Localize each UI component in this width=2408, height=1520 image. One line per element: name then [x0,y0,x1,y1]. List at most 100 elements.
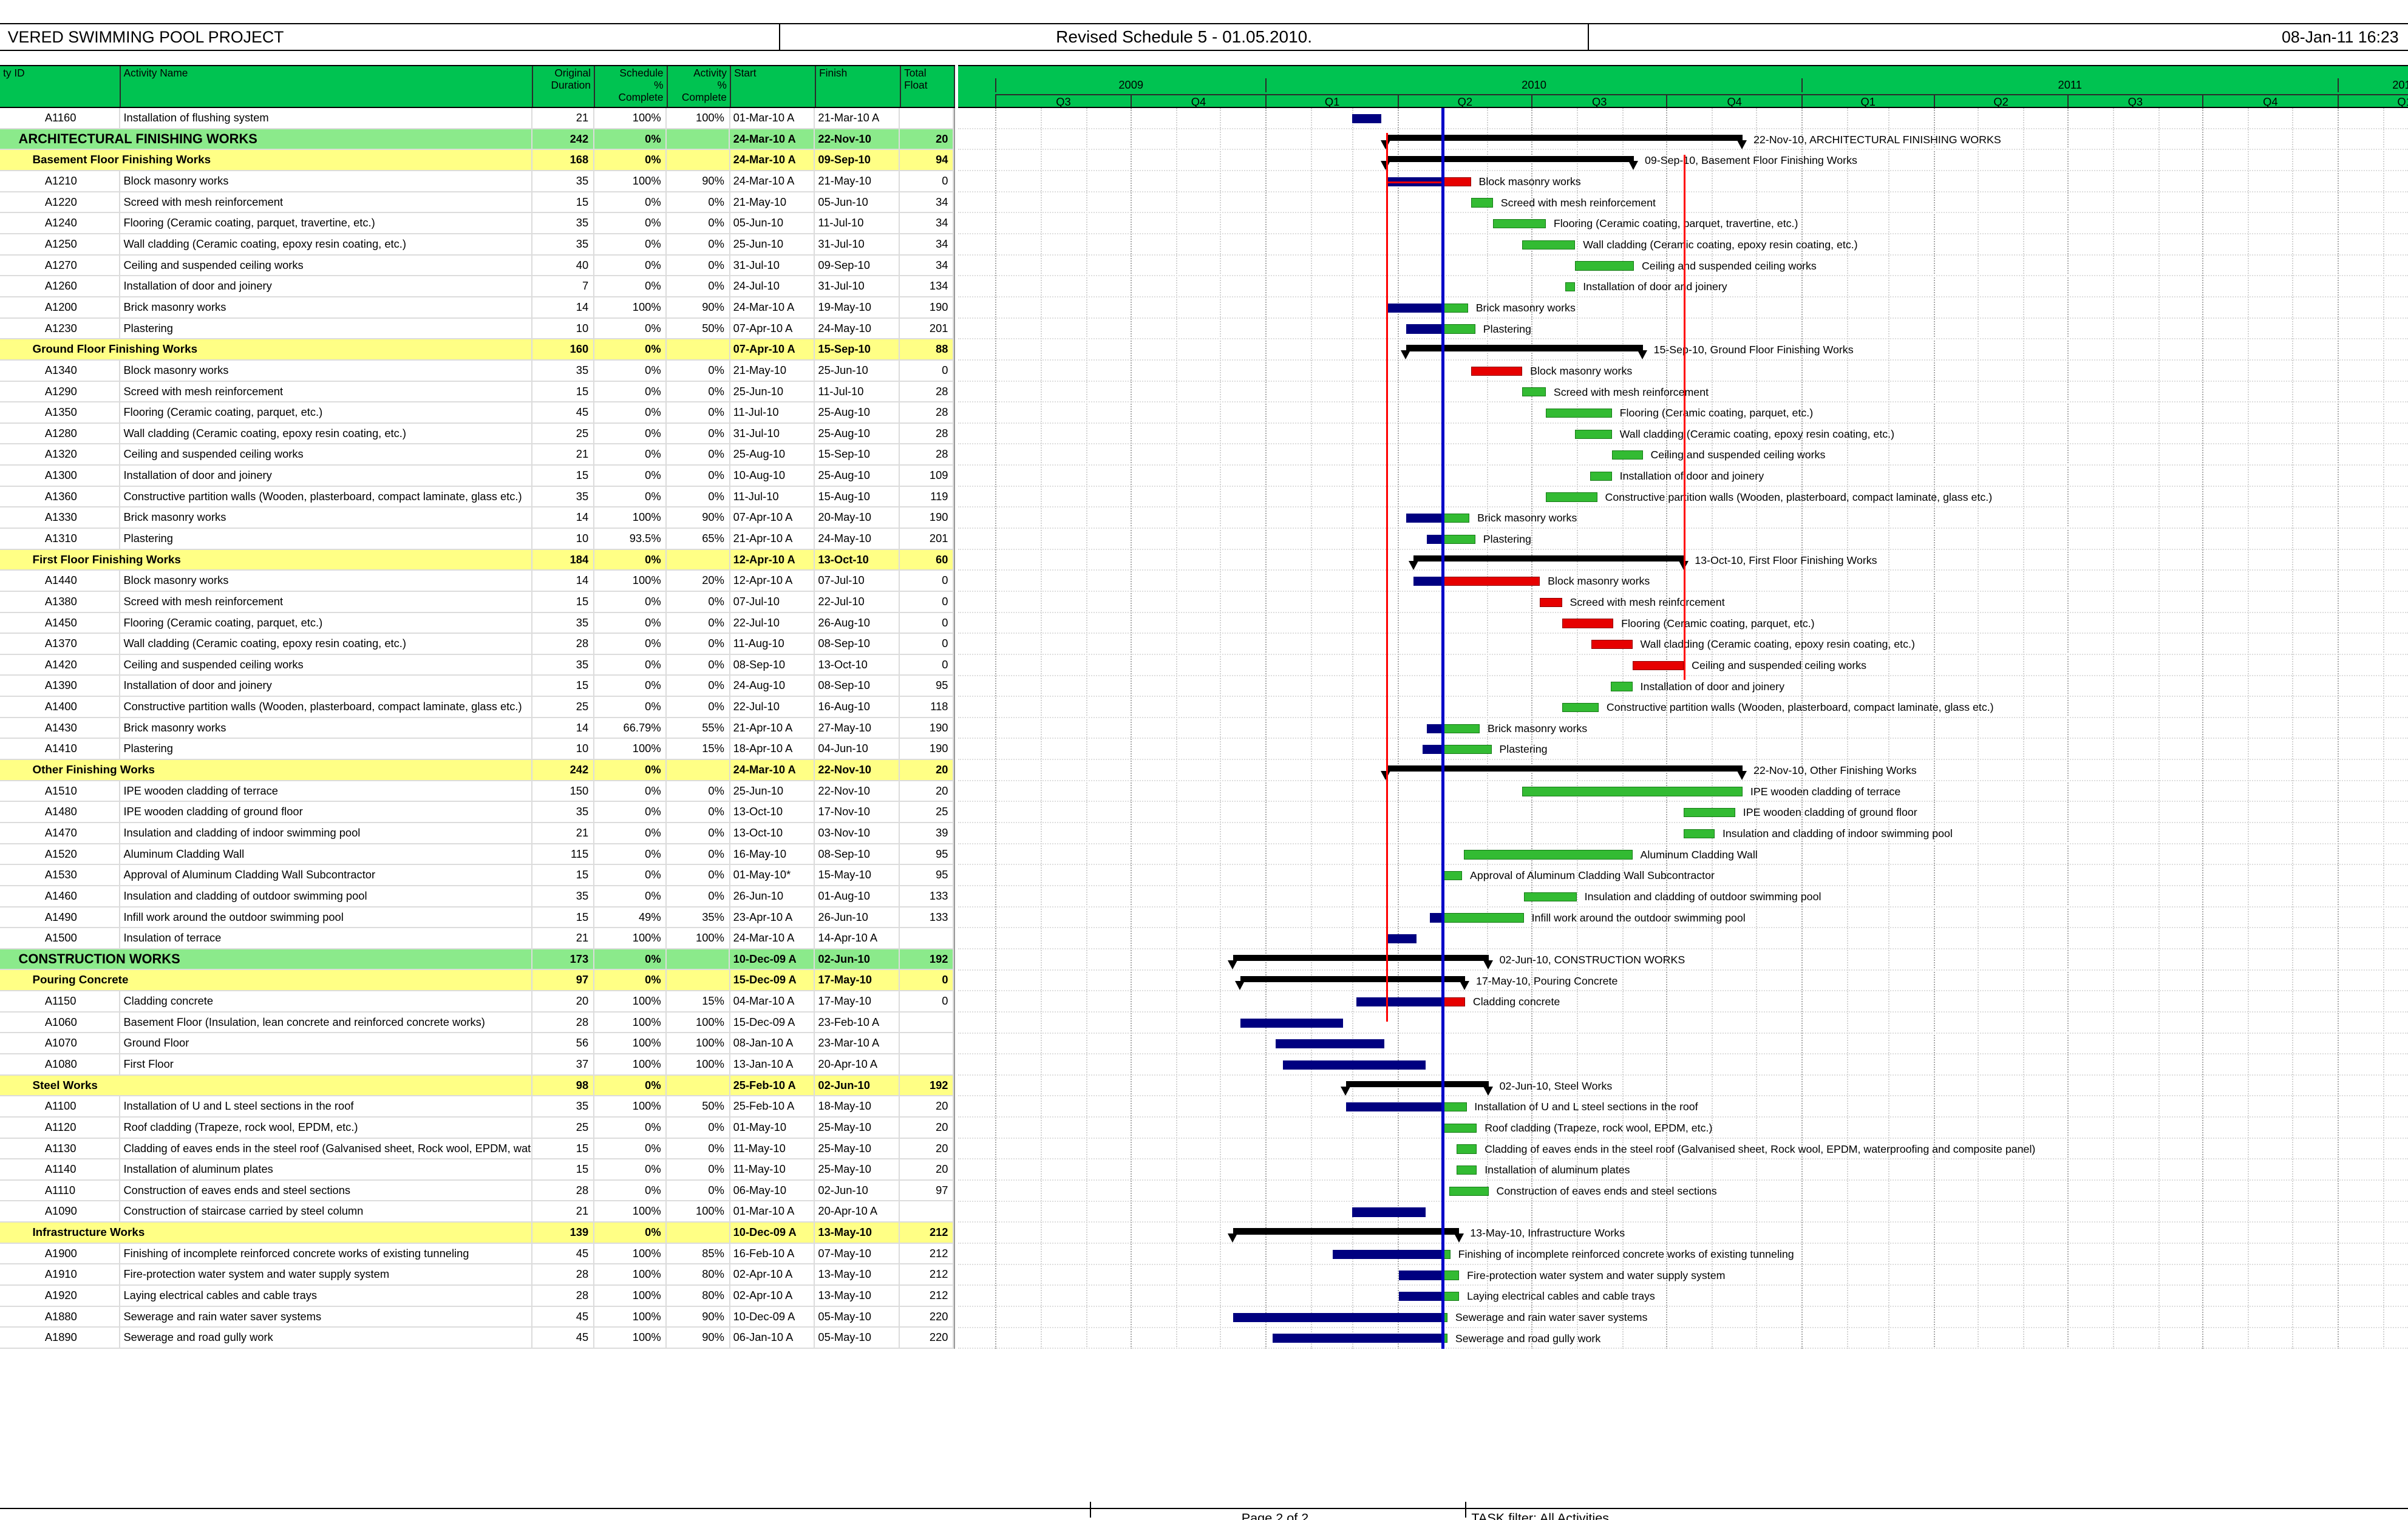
cell-schedule-pct: 0% [594,949,667,969]
quarter-gridline [1397,108,1399,1349]
cell-finish: 25-Aug-10 [815,466,900,486]
bar-label: Approval of Aluminum Cladding Wall Subco… [1470,869,1715,882]
cell-start: 02-Apr-10 A [730,1264,815,1285]
cell-start: 25-Feb-10 A [730,1075,815,1096]
chart-row [958,571,2408,592]
cell-start: 22-Jul-10 [730,697,815,717]
table-row: A1440 Block masonry works 14 100% 20% 12-Apr-… [0,571,954,592]
cell-total-float: 20 [900,760,954,780]
bar-label: Roof cladding (Trapeze, rock wool, EPDM,… [1485,1122,1713,1135]
cell-activity-name: Installation of door and joinery [120,676,533,696]
bar-label: Constructive partition walls (Wooden, pl… [1605,490,1993,503]
cell-schedule-pct: 0% [594,886,667,906]
summary-end-marker [1235,981,1245,991]
quarter-label: Q1 [2337,93,2408,107]
cell-activity-pct: 0% [667,781,730,801]
cell-activity-name: Block masonry works [120,360,533,381]
cell-start: 13-Jan-10 A [730,1054,815,1074]
quarter-gridline [2067,108,2069,1349]
cell-original-duration: 35 [532,886,594,906]
cell-start: 21-Apr-10 A [730,528,815,549]
remaining-bar [1471,366,1523,376]
chart-row [958,971,2408,992]
cell-start: 21-May-10 [730,192,815,212]
chart-row [958,1307,2408,1328]
cell-start: 24-Aug-10 [730,676,815,696]
cell-schedule-pct: 0% [594,634,667,654]
remaining-bar [1546,492,1597,502]
chart-row [958,487,2408,508]
table-row: A1340 Block masonry works 35 0% 0% 21-May-10 2… [0,360,954,382]
cell-activity-id: A1260 [0,276,121,296]
remaining-bar [1449,1186,1489,1196]
cell-activity-id: A1230 [0,318,121,339]
cell-group-name: Other Finishing Works [0,760,533,780]
quarter-label: Q4 [1666,93,1801,107]
cell-activity-pct: 80% [667,1264,730,1285]
cell-original-duration: 15 [532,676,594,696]
bar-label: 09-Sep-10, Basement Floor Finishing Work… [1645,154,1857,167]
actual-bar [1352,1207,1426,1217]
cell-start: 16-May-10 [730,844,815,864]
cell-original-duration: 28 [532,1012,594,1033]
cell-activity-name: Fire-protection water system and water s… [120,1264,533,1285]
cell-activity-pct [667,150,730,171]
cell-finish: 22-Nov-10 [815,129,900,149]
cell-total-float [900,1033,954,1053]
cell-original-duration: 150 [532,781,594,801]
cell-finish: 13-May-10 [815,1286,900,1306]
cell-activity-id: A1150 [0,991,121,1011]
chart-row [958,171,2408,192]
column-header-od: Original Duration [533,66,595,107]
chart-row [958,781,2408,802]
cell-activity-pct: 100% [667,1012,730,1033]
cell-original-duration: 21 [532,928,594,948]
cell-activity-pct: 0% [667,591,730,612]
cell-activity-id: A1410 [0,739,121,759]
table-row: A1410 Plastering 10 100% 15% 18-Apr-10 A 04-Ju… [0,739,954,761]
cell-original-duration: 35 [532,1096,594,1116]
cell-original-duration: 21 [532,444,594,465]
cell-start: 24-Mar-10 A [730,150,815,171]
chart-row [958,739,2408,761]
bar-label: 02-Jun-10, CONSTRUCTION WORKS [1499,953,1685,966]
actual-bar [1346,1102,1442,1112]
cell-original-duration: 15 [532,192,594,212]
summary-bar [1386,155,1634,162]
table-row: A1360 Constructive partition walls (Woode… [0,486,954,508]
cell-original-duration: 28 [532,1264,594,1285]
cell-activity-pct: 55% [667,718,730,738]
cell-finish: 20-May-10 [815,507,900,528]
cell-total-float: 0 [900,991,954,1011]
cell-activity-id: A1210 [0,171,121,191]
month-gridline [2158,108,2160,1349]
chart-row [958,424,2408,445]
summary-end-marker [1737,770,1747,780]
bar-label: Wall cladding (Ceramic coating, epoxy re… [1583,239,1858,251]
cell-total-float: 190 [900,507,954,528]
cell-original-duration: 25 [532,1117,594,1138]
cell-finish: 14-Apr-10 A [815,928,900,948]
cell-schedule-pct: 0% [594,1159,667,1179]
cell-schedule-pct: 100% [594,991,667,1011]
cell-finish: 05-May-10 [815,1328,900,1348]
cell-activity-name: Flooring (Ceramic coating, parquet, trav… [120,213,533,234]
cell-start: 18-Apr-10 A [730,739,815,759]
cell-finish: 31-Jul-10 [815,234,900,254]
cell-original-duration: 56 [532,1033,594,1053]
chart-row [958,192,2408,214]
cell-activity-id: A1900 [0,1243,121,1264]
table-row: A1370 Wall cladding (Ceramic coating, epo… [0,634,954,655]
cell-original-duration: 28 [532,1286,594,1306]
bar-label: Installation of door and joinery [1640,680,1784,693]
cell-activity-id: A1160 [0,108,121,128]
quarter-gridline [1130,108,1132,1349]
cell-schedule-pct: 0% [594,612,667,633]
cell-original-duration: 35 [532,213,594,234]
cell-activity-name: Sewerage and rain water saver systems [120,1306,533,1327]
cell-original-duration: 35 [532,654,594,675]
cell-activity-name: First Floor [120,1054,533,1074]
bar-label: Block masonry works [1548,575,1650,588]
cell-total-float [900,928,954,948]
cell-original-duration: 168 [532,150,594,171]
